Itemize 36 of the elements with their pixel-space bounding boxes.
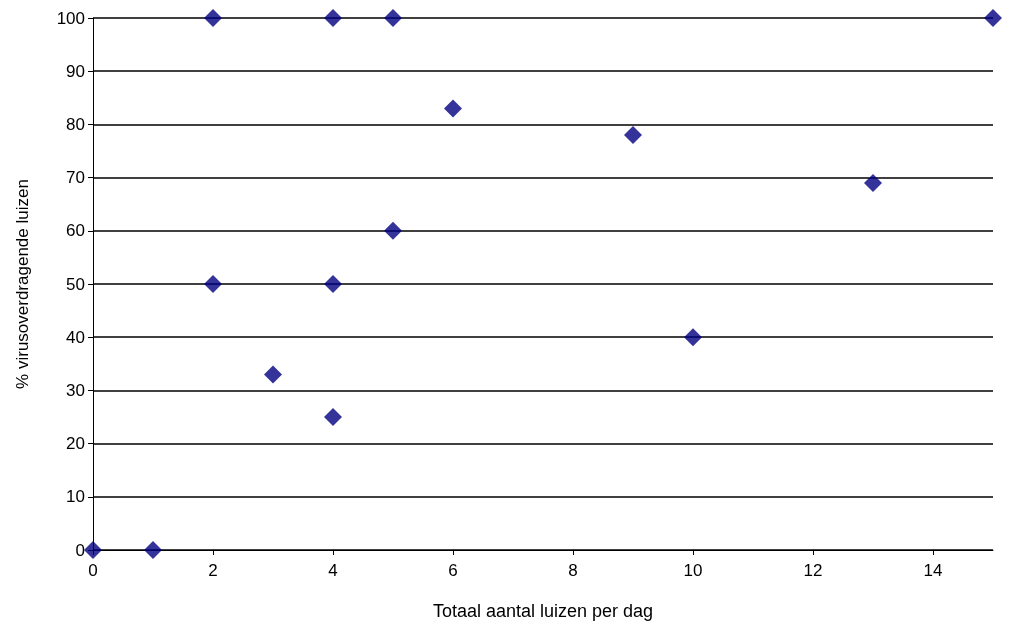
y-tick-label: 20 [66, 434, 85, 454]
point [204, 275, 222, 293]
point [444, 99, 462, 118]
y-tick-label: 100 [56, 8, 85, 28]
point [864, 173, 882, 192]
y-tick-label: 50 [66, 274, 85, 294]
point [324, 275, 342, 293]
x-tick-label: 2 [208, 561, 218, 580]
x-tick-label: 8 [568, 561, 578, 580]
point [204, 9, 222, 27]
y-tick-label: 0 [75, 540, 85, 560]
y-tick-label: 10 [66, 487, 85, 507]
y-axis-title: % virusoverdragende luizen [13, 179, 32, 389]
x-tick-label: 14 [923, 561, 943, 580]
x-axis-title: Totaal aantal luizen per dag [432, 601, 654, 621]
y-tick-label: 30 [66, 380, 85, 400]
y-tick-label: 60 [66, 221, 85, 241]
y-tick-label: 80 [66, 114, 85, 134]
x-tick-label: 12 [803, 561, 823, 580]
x-tick-label: 6 [448, 561, 458, 580]
point [384, 9, 402, 27]
point [684, 328, 702, 347]
x-tick-label: 10 [683, 561, 703, 580]
point [84, 541, 102, 559]
x-tick-label: 0 [88, 561, 98, 580]
x-tick-label: 4 [328, 561, 338, 580]
point [384, 221, 402, 240]
y-tick-label: 90 [66, 61, 85, 81]
point [264, 365, 282, 384]
point [144, 541, 162, 559]
y-tick-label: 40 [66, 327, 85, 347]
point [984, 9, 1002, 27]
point [624, 126, 642, 145]
y-tick-label: 70 [66, 168, 85, 188]
point [324, 408, 342, 426]
point [324, 9, 342, 27]
